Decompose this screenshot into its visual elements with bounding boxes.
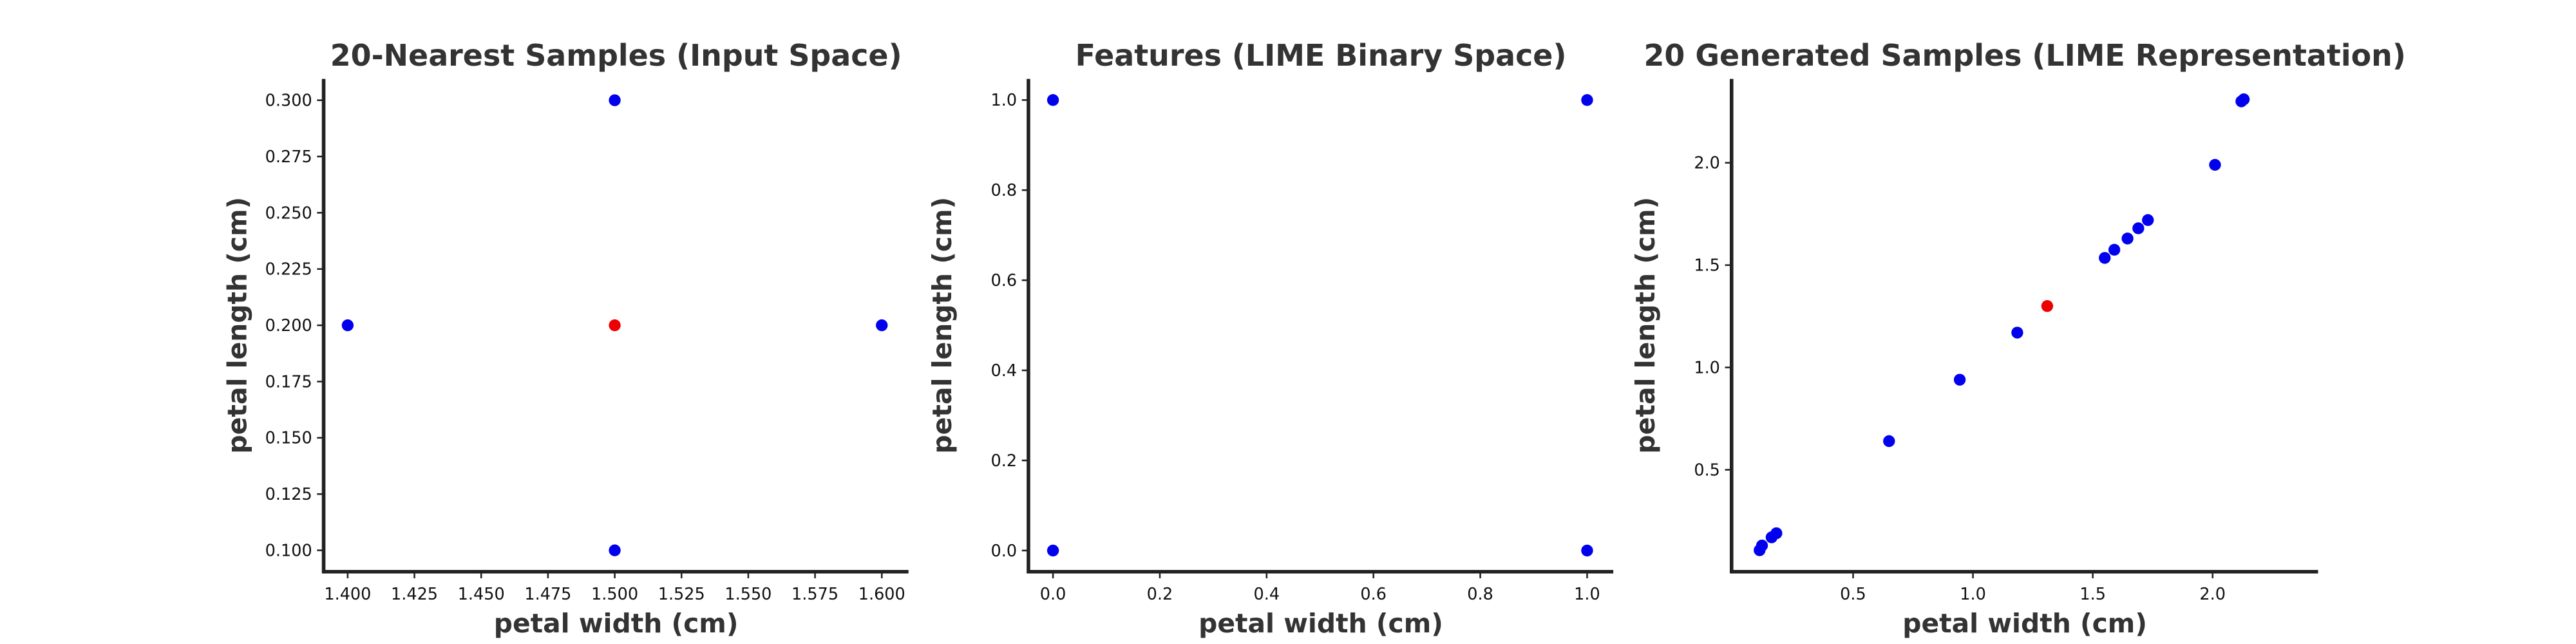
point — [2041, 300, 2054, 312]
chart-title: 20-Nearest Samples (Input Space) — [330, 38, 902, 73]
point — [1953, 374, 1966, 386]
x-tick-label: 1.500 — [591, 585, 638, 604]
point — [2121, 232, 2134, 245]
point — [1046, 94, 1059, 106]
y-tick-label: 2.0 — [1694, 154, 1720, 173]
x-tick-label: 1.525 — [658, 585, 705, 604]
y-tick-label: 0.4 — [991, 361, 1018, 381]
x-axis-label: petal width (cm) — [1902, 608, 2147, 639]
y-tick-label: 1.0 — [1694, 359, 1720, 378]
chart-title: 20 Generated Samples (LIME Representatio… — [1643, 38, 2405, 73]
point — [2011, 327, 2023, 339]
y-axis-label: petal length (cm) — [222, 197, 253, 454]
x-tick-label: 1.450 — [458, 585, 505, 604]
y-tick-label: 0.6 — [991, 271, 1018, 290]
x-tick-label: 2.0 — [2199, 585, 2226, 604]
point — [2142, 214, 2154, 226]
x-axis-label: petal width (cm) — [494, 608, 739, 639]
y-tick-label: 0.125 — [265, 485, 312, 504]
x-tick-label: 1.5 — [2079, 585, 2106, 604]
point — [609, 94, 621, 106]
point — [2237, 93, 2250, 106]
point — [2099, 252, 2111, 264]
x-axis-label: petal width (cm) — [1198, 608, 1443, 639]
y-axis-label: petal length (cm) — [1630, 197, 1661, 454]
point — [1046, 544, 1059, 557]
x-tick-label: 1.425 — [391, 585, 438, 604]
x-tick-label: 1.575 — [791, 585, 838, 604]
x-tick-label: 1.400 — [324, 585, 371, 604]
x-tick-label: 1.475 — [524, 585, 571, 604]
y-tick-label: 0.8 — [991, 181, 1018, 200]
x-tick-label: 0.5 — [1840, 585, 1866, 604]
y-tick-label: 0.150 — [265, 429, 312, 448]
y-tick-label: 1.0 — [991, 91, 1018, 110]
y-axis-label: petal length (cm) — [927, 197, 958, 454]
x-tick-label: 0.8 — [1467, 585, 1493, 604]
point — [1581, 94, 1593, 106]
y-tick-label: 0.0 — [991, 542, 1018, 561]
point — [1756, 539, 1768, 552]
chart-title: Features (LIME Binary Space) — [1075, 38, 1567, 73]
point — [2132, 222, 2145, 234]
y-tick-label: 0.200 — [265, 316, 312, 336]
point — [2209, 158, 2221, 171]
point — [1770, 527, 1783, 540]
y-tick-label: 0.275 — [265, 147, 312, 167]
point — [341, 319, 354, 332]
y-tick-label: 0.250 — [265, 204, 312, 223]
x-tick-label: 1.600 — [858, 585, 905, 604]
point — [876, 319, 888, 332]
y-tick-label: 1.5 — [1694, 256, 1720, 276]
y-tick-label: 0.2 — [991, 451, 1018, 471]
x-tick-label: 1.550 — [724, 585, 772, 604]
point — [609, 544, 621, 556]
y-tick-label: 0.175 — [265, 372, 312, 392]
point — [609, 319, 621, 332]
x-tick-label: 0.6 — [1360, 585, 1387, 604]
x-tick-label: 1.0 — [1960, 585, 1986, 604]
y-tick-label: 0.225 — [265, 260, 312, 279]
y-tick-label: 0.100 — [265, 541, 312, 560]
y-tick-label: 0.300 — [265, 91, 312, 111]
y-tick-label: 0.5 — [1694, 460, 1720, 480]
point — [1581, 544, 1593, 557]
x-tick-label: 0.2 — [1147, 585, 1173, 604]
point — [1883, 435, 1895, 448]
x-tick-label: 0.0 — [1040, 585, 1066, 604]
x-tick-label: 1.0 — [1574, 585, 1600, 604]
point — [2108, 243, 2121, 256]
x-tick-label: 0.4 — [1254, 585, 1280, 604]
